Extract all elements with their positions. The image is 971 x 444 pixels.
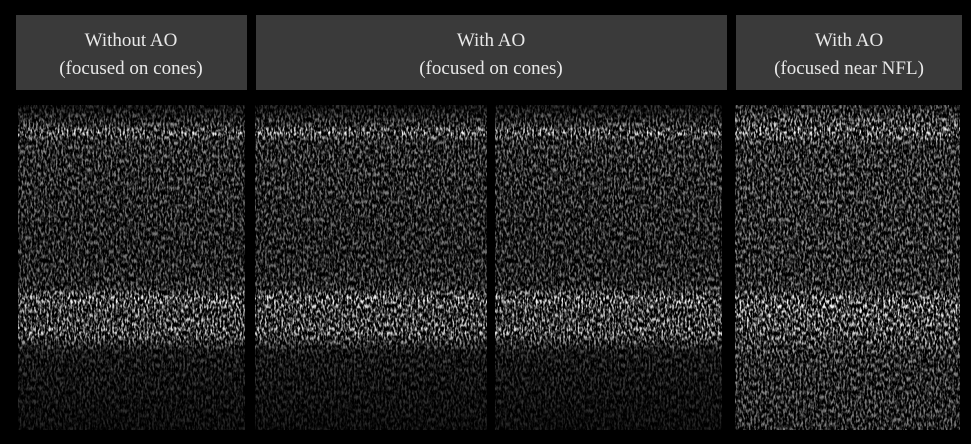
oct-image <box>735 105 960 430</box>
panel-title: Without AO <box>85 30 178 51</box>
speckle <box>255 105 487 430</box>
panel-subtitle: (focused on cones) <box>59 58 203 79</box>
speckle <box>735 105 960 430</box>
oct-image <box>495 105 722 430</box>
speckle <box>495 105 722 430</box>
panel-subtitle: (focused on cones) <box>419 58 563 79</box>
oct-image <box>18 105 245 430</box>
panel-title: With AO <box>457 30 525 51</box>
panel-subtitle: (focused near NFL) <box>774 58 924 79</box>
oct-image <box>255 105 487 430</box>
figure: Without AO (focused on cones) With AO (f… <box>0 0 971 439</box>
page: Without AO (focused on cones) With AO (f… <box>0 0 971 439</box>
speckle <box>18 105 245 430</box>
panel-title: With AO <box>815 30 883 51</box>
